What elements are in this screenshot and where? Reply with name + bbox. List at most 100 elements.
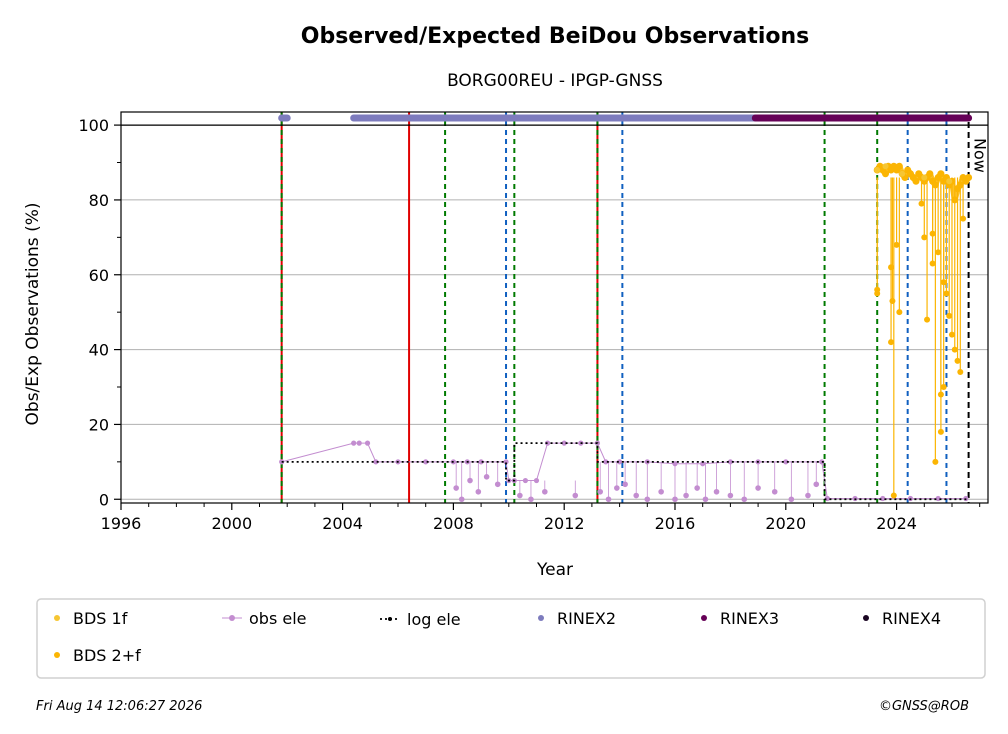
x-axis-label: Year [536,560,573,580]
legend-label: obs ele [249,609,307,628]
bds-2f-outlier-point [937,428,944,435]
obs-ele-point [727,459,733,465]
bds-2f-outlier-point [874,290,881,297]
obs-ele-point [880,495,886,502]
x-tick-label: 2020 [765,514,806,533]
x-tick-label: 2004 [322,514,363,533]
obs-ele-dip-point [702,496,709,503]
bds-2f-outlier-point [924,316,931,323]
obs-ele-point [819,459,825,465]
bds-1f-point [882,163,889,170]
obs-ele-point [533,477,540,484]
bds-2f-outlier-point [890,492,897,499]
bds-2f-outlier-point [935,249,942,256]
legend-marker [863,615,869,621]
obs-ele-point [561,440,567,446]
plot-marks [278,114,973,503]
bds-2f-point [931,181,939,189]
bds-2f-outlier-point [960,215,967,222]
obs-ele-dip-point [771,488,778,495]
legend-marker [54,652,60,658]
bds-2f-point [937,170,945,178]
legend-marker [388,617,392,621]
bds-2f-outlier-point [889,297,896,304]
chart-title: Observed/Expected BeiDou Observations [301,24,810,49]
obs-ele-dip-point [453,485,459,491]
footer-timestamp: Fri Aug 14 12:06:27 2026 [36,699,202,714]
obs-ele-dip-point [614,485,620,491]
bds-2f-point [951,196,959,204]
bds-2f-outlier-point [957,369,964,376]
y-tick-label: 100 [78,116,109,135]
footer-credit: ©GNSS@ROB [879,699,969,714]
bds-2f-outlier-point [896,309,903,316]
legend-frame [36,598,986,679]
bds-1f-point [946,178,953,185]
obs-ele-point [700,461,706,467]
x-tick-label: 2012 [544,514,585,533]
legend-label: log ele [407,610,461,629]
bds-1f-point [899,170,906,177]
legend-label: BDS 1f [73,609,128,628]
obs-ele-dip-point [683,492,689,499]
obs-ele-dip-point [713,488,720,495]
obs-ele-dip-point [622,481,628,488]
bds-2f-outlier-point [921,234,928,241]
y-tick-label: 0 [99,490,109,509]
obs-ele-point [544,440,551,446]
bds-2f-point [912,177,920,185]
legend-label: RINEX2 [557,609,616,628]
obs-ele-point [522,477,529,484]
x-tick-label: 1996 [101,514,142,533]
bds-2f-outlier-point [946,312,953,319]
bds-2f-outlier-point [888,339,895,346]
chart-subtitle: BORG00REU - IPGP-GNSS [447,71,663,91]
x-tick-label: 2016 [655,514,696,533]
obs-ele-point [373,459,379,465]
series-line-obs-ele [281,442,966,500]
bds-2f-point [965,173,973,181]
obs-ele-dip-point [517,492,523,499]
bds-2f-outlier-point [893,241,900,248]
obs-ele-dip-point [458,496,465,503]
obs-ele-point [356,440,362,446]
x-tick-label: 2024 [876,514,917,533]
obs-ele-point [478,459,484,465]
obs-ele-dip-point [694,485,700,491]
plot-frame [120,111,989,504]
y-tick-label: 20 [89,415,109,434]
obs-ele-dip-point [572,492,579,499]
legend-marker [229,615,235,621]
bds-2f-outlier-point [954,357,961,364]
legend-label: RINEX3 [720,609,779,628]
x-tick-label: 2000 [211,514,252,533]
bds-2f-outlier-point [940,384,947,391]
obs-ele-dip-point [755,485,761,491]
bds-2f-point [882,170,890,178]
bds-2f-outlier-point [943,290,950,297]
bds-2f-outlier-point [918,200,925,207]
obs-ele-point [423,459,429,465]
bds-1f-point [874,166,881,173]
axis-ticks: 1996 2000 2004 2008 2012 2016 2020 2024 0 20 40 60 8… [78,116,981,533]
now-label: Now [971,138,990,173]
obs-ele-dip-point [483,474,490,480]
obs-ele-point [603,459,609,465]
y-axis-label: Obs/Exp Observations (%) [23,203,43,426]
obs-ele-dip-point [542,488,548,495]
obs-ele-point [503,459,509,465]
legend-marker [701,615,707,621]
y-tick-label: 80 [89,191,109,210]
bds-2f-point [926,170,934,178]
obs-ele-dip-point [741,496,748,503]
obs-ele-point [364,440,371,446]
obs-ele-dip-point [672,496,678,503]
obs-ele-dip-point [633,492,640,499]
obs-ele-dip-point [494,481,501,488]
obs-ele-point [783,459,789,465]
series-line-log-ele [281,442,969,501]
bds-2f-point [895,162,903,170]
obs-ele-dip-point [813,481,820,488]
obs-ele-point [351,440,357,446]
obs-ele-dip-point [605,496,612,503]
